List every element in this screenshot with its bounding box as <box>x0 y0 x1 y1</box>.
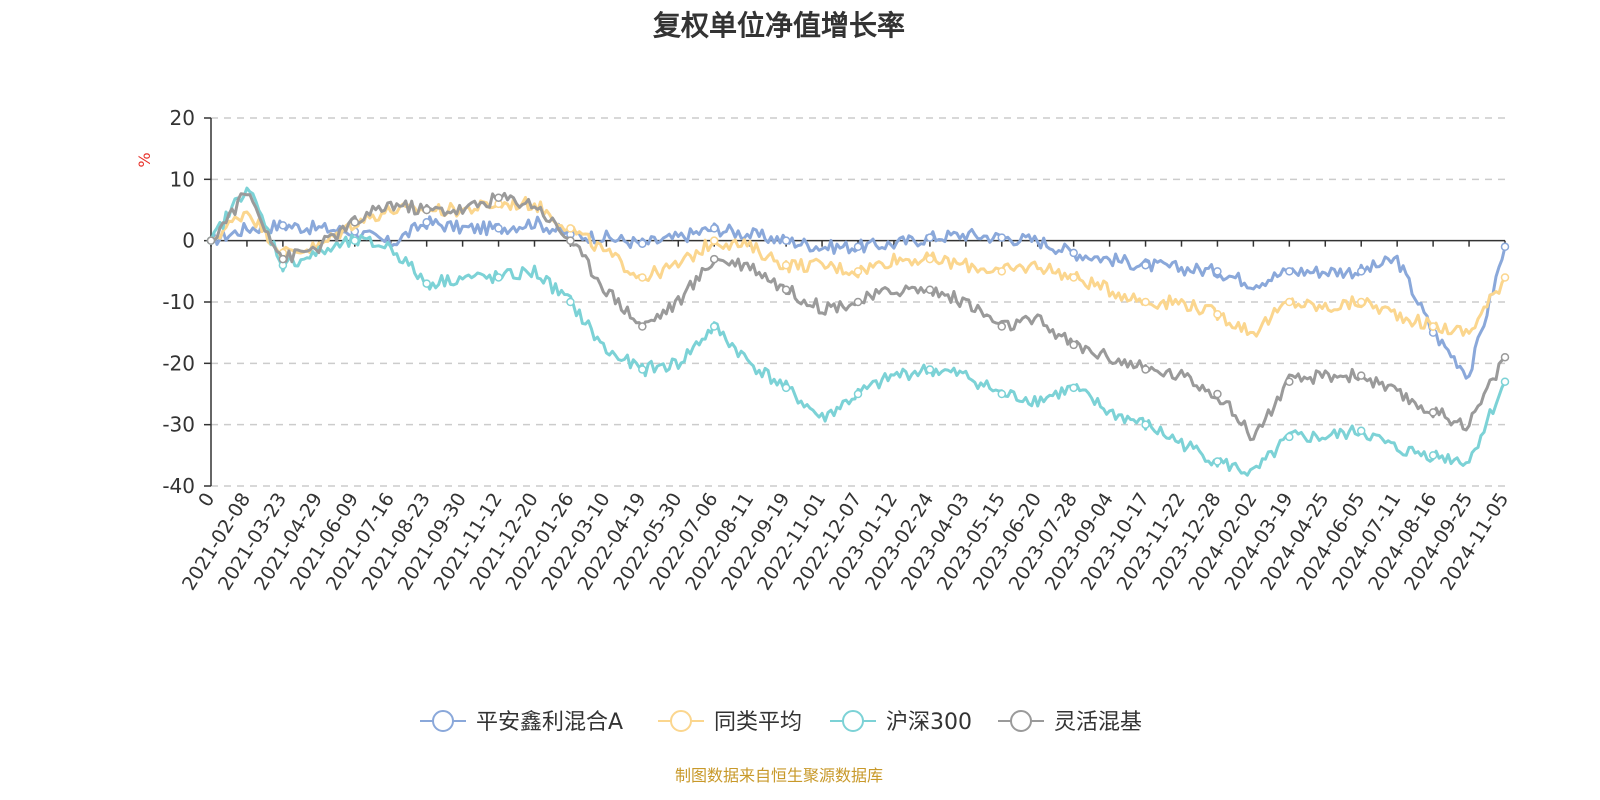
data-point <box>997 322 1007 331</box>
data-point <box>638 322 647 331</box>
data-point <box>1069 273 1078 282</box>
data-point <box>350 236 360 245</box>
data-point <box>1141 420 1150 429</box>
data-point <box>494 273 503 282</box>
data-point <box>1069 383 1078 393</box>
y-tick-label: 0 <box>182 229 195 253</box>
data-point <box>925 254 935 264</box>
data-point <box>1500 377 1510 386</box>
data-point <box>566 297 575 307</box>
data-point <box>1500 273 1510 282</box>
data-point <box>206 236 216 245</box>
y-tick-label: 10 <box>170 167 195 191</box>
data-point <box>1141 297 1150 307</box>
data-point <box>278 254 288 264</box>
data-point <box>1213 389 1222 399</box>
data-point <box>566 224 575 233</box>
data-source-note: 制图数据来自恒生聚源数据库 <box>674 766 883 785</box>
data-point <box>997 389 1007 399</box>
line-chart: 20100-10-20-30-4002021-02-082021-03-2320… <box>135 106 1513 735</box>
y-tick-label: -30 <box>162 413 195 437</box>
data-point <box>1213 457 1222 466</box>
legend-label: 平安鑫利混合A <box>476 710 623 735</box>
data-point <box>1285 432 1294 442</box>
data-point <box>709 236 719 245</box>
y-tick-label: -40 <box>162 474 195 498</box>
legend[interactable]: 平安鑫利混合A 同类平均 沪深300 灵活混基 <box>420 710 1142 735</box>
data-point <box>1213 310 1222 319</box>
data-point <box>1141 365 1150 374</box>
data-point <box>853 297 863 307</box>
data-point <box>1500 352 1510 362</box>
y-tick-label: 20 <box>170 106 195 130</box>
data-point <box>494 193 503 202</box>
data-point <box>709 224 719 233</box>
data-point <box>709 322 719 331</box>
data-point <box>638 239 647 248</box>
data-point <box>1285 267 1294 276</box>
y-tick-label: -20 <box>162 351 195 375</box>
data-point <box>1285 297 1294 307</box>
y-axis-unit: % <box>135 152 154 167</box>
data-point <box>422 279 431 288</box>
data-point <box>1356 267 1366 276</box>
data-point <box>1069 248 1078 258</box>
data-point <box>925 285 935 294</box>
series-line-4 <box>210 191 1507 442</box>
data-point <box>781 236 791 245</box>
data-point <box>278 221 288 230</box>
legend-circle-icon <box>1010 710 1032 732</box>
data-point <box>853 389 863 399</box>
data-point <box>781 285 791 294</box>
y-tick-label: -10 <box>162 290 195 314</box>
data-point <box>494 224 503 233</box>
x-tick-label: 0 <box>194 489 219 511</box>
data-point <box>925 233 935 242</box>
chart-title: 复权单位净值增长率 <box>652 9 905 42</box>
legend-item-1[interactable]: 平安鑫利混合A <box>420 710 623 735</box>
data-point <box>925 365 935 374</box>
data-point <box>638 273 647 282</box>
data-point <box>422 218 431 227</box>
legend-item-3[interactable]: 沪深300 <box>830 710 972 735</box>
series-line-2 <box>210 196 1507 338</box>
legend-item-2[interactable]: 同类平均 <box>658 710 802 735</box>
data-point <box>997 267 1007 276</box>
legend-item-4[interactable]: 灵活混基 <box>998 710 1142 735</box>
legend-circle-icon <box>842 710 864 732</box>
series-lines <box>206 186 1510 477</box>
data-point <box>350 218 360 227</box>
data-point <box>853 267 863 276</box>
legend-label: 灵活混基 <box>1054 710 1142 735</box>
legend-circle-icon <box>432 710 454 732</box>
legend-circle-icon <box>670 710 692 732</box>
data-point <box>638 365 647 374</box>
data-point <box>997 233 1007 242</box>
data-point <box>709 254 719 264</box>
data-point <box>1500 242 1510 252</box>
data-point <box>1428 451 1438 460</box>
data-point <box>422 205 431 215</box>
data-point <box>853 242 863 252</box>
data-point <box>1285 377 1294 386</box>
data-point <box>1069 340 1078 350</box>
data-point <box>566 236 575 245</box>
data-point <box>1356 371 1366 380</box>
legend-label: 同类平均 <box>714 710 802 735</box>
data-point <box>781 383 791 393</box>
data-point <box>1428 322 1438 331</box>
data-point <box>1213 267 1222 276</box>
data-point <box>1356 297 1366 307</box>
data-point <box>781 260 791 270</box>
data-point <box>1356 426 1366 436</box>
legend-label: 沪深300 <box>886 710 972 735</box>
data-point <box>1141 260 1150 270</box>
data-point <box>1428 408 1438 417</box>
